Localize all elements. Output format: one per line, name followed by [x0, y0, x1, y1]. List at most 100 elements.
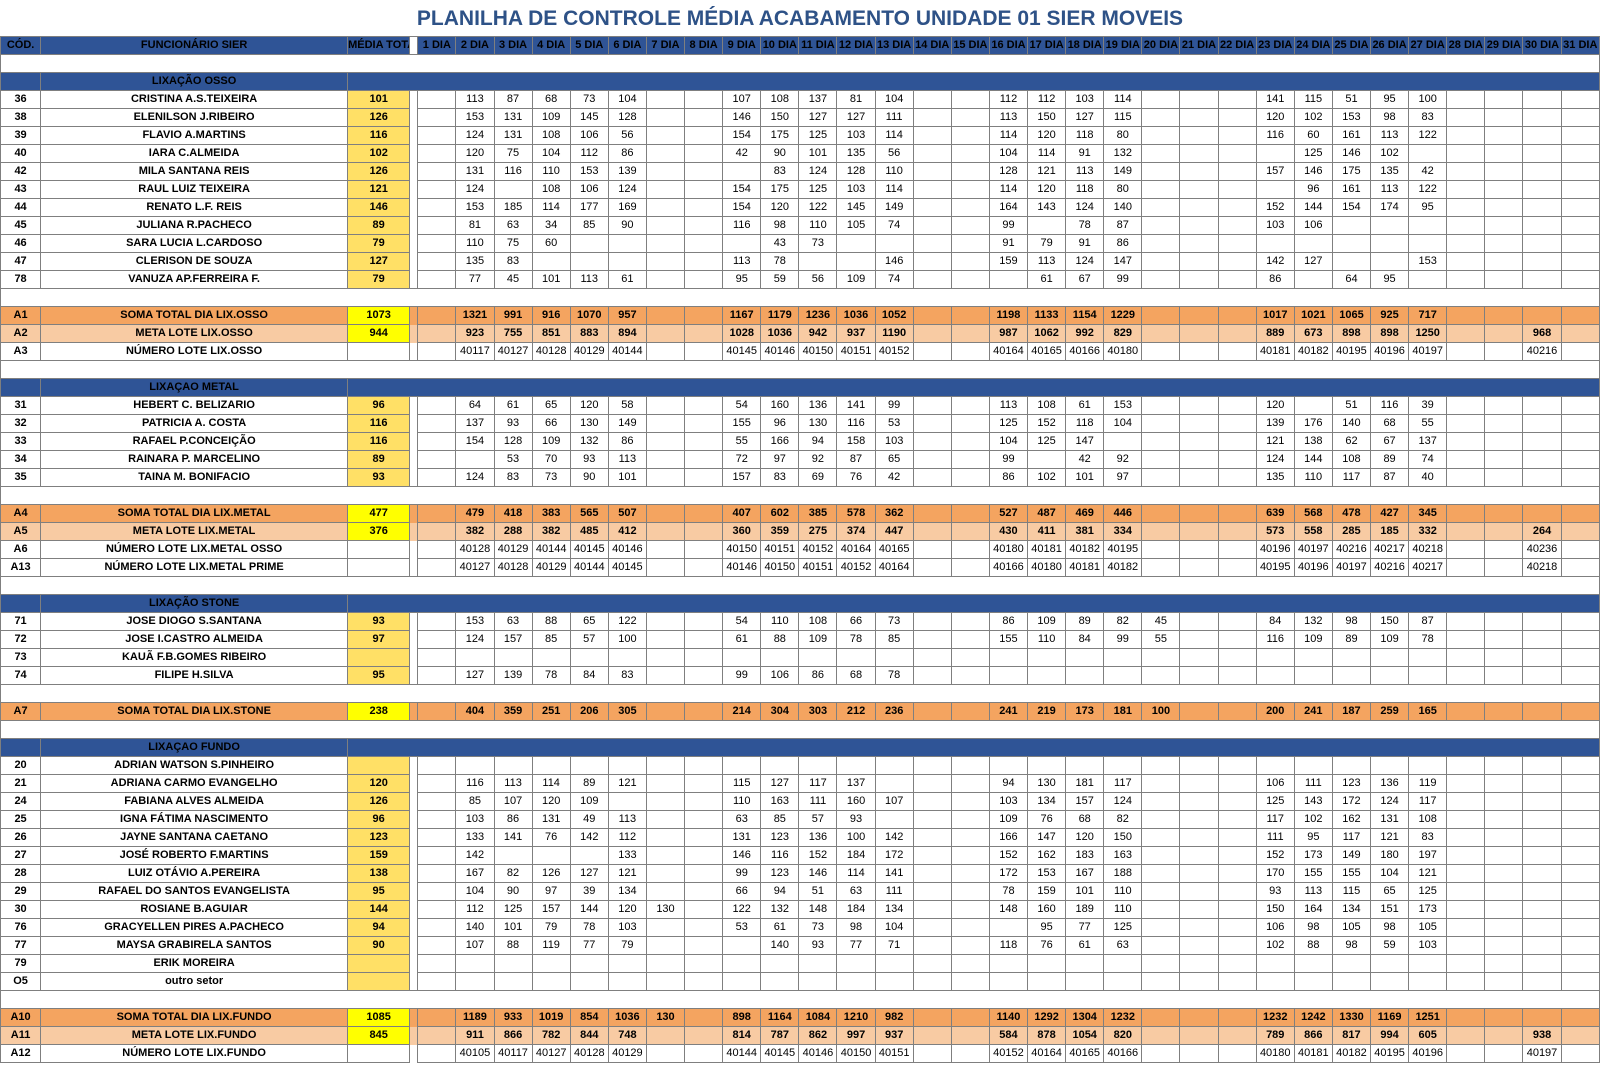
day-24-cell: 102	[1293, 810, 1333, 829]
header-day-20: 20 DIA	[1141, 36, 1181, 55]
day-25-cell: 117	[1331, 468, 1372, 487]
day-14-cell	[912, 342, 952, 361]
day-14-cell	[912, 216, 952, 235]
day-9-cell: 107	[722, 90, 762, 109]
row-code: 24	[0, 792, 42, 811]
day-31-cell	[1560, 648, 1600, 667]
day-9-cell: 54	[722, 396, 762, 415]
day-10-cell	[760, 756, 800, 775]
day-9-cell: 154	[722, 180, 762, 199]
day-29-cell	[1484, 882, 1524, 901]
day-3-cell: 866	[493, 1026, 533, 1045]
day-7-cell	[645, 396, 686, 415]
row-name: JOSÉ ROBERTO F.MARTINS	[40, 846, 349, 865]
day-25-cell: 134	[1331, 900, 1372, 919]
day-22-cell	[1217, 864, 1257, 883]
day-27-cell: 345	[1408, 504, 1448, 523]
row-media-total	[347, 954, 411, 973]
header-day-21: 21 DIA	[1179, 36, 1219, 55]
day-4-cell: 101	[531, 270, 571, 289]
day-25-cell: 898	[1331, 324, 1372, 343]
day-31-cell	[1560, 540, 1600, 559]
day-7-cell	[645, 882, 686, 901]
day-25-cell: 161	[1331, 126, 1372, 145]
day-2-cell: 133	[455, 828, 495, 847]
header-day-4: 4 DIA	[531, 36, 571, 55]
day-2-cell: 142	[455, 846, 495, 865]
day-1-cell	[417, 432, 457, 451]
day-26-cell	[1370, 234, 1410, 253]
day-1-cell	[417, 882, 457, 901]
day-1-cell	[417, 180, 457, 199]
day-12-cell: 212	[836, 702, 876, 721]
header-day-26: 26 DIA	[1370, 36, 1410, 55]
day-1-cell	[417, 504, 457, 523]
day-6-cell: 90	[607, 216, 647, 235]
day-5-cell: 40128	[569, 1044, 609, 1063]
day-10-cell: 163	[760, 792, 800, 811]
day-30-cell	[1522, 90, 1562, 109]
header-day-15: 15 DIA	[950, 36, 990, 55]
day-9-cell: 113	[722, 252, 762, 271]
header-day-17: 17 DIA	[1027, 36, 1067, 55]
day-14-cell	[912, 702, 952, 721]
day-21-cell	[1179, 810, 1219, 829]
day-22-cell	[1217, 648, 1257, 667]
day-17-cell	[1027, 666, 1067, 685]
day-25-cell: 140	[1331, 414, 1372, 433]
day-30-cell	[1522, 144, 1562, 163]
day-13-cell: 40151	[874, 1044, 914, 1063]
day-8-cell	[684, 324, 724, 343]
day-8-cell	[684, 126, 724, 145]
day-17-cell: 143	[1027, 198, 1067, 217]
day-12-cell: 184	[836, 900, 876, 919]
day-27-cell: 108	[1408, 810, 1448, 829]
day-11-cell: 125	[798, 126, 838, 145]
day-20-cell	[1141, 954, 1181, 973]
day-31-cell	[1560, 414, 1600, 433]
day-6-cell: 113	[607, 450, 647, 469]
day-4-cell: 34	[531, 216, 571, 235]
day-28-cell	[1446, 468, 1486, 487]
day-2-cell: 135	[455, 252, 495, 271]
day-14-cell	[912, 396, 952, 415]
day-3-cell: 157	[493, 630, 533, 649]
day-10-cell: 304	[760, 702, 800, 721]
day-30-cell	[1522, 432, 1562, 451]
day-24-cell: 568	[1293, 504, 1333, 523]
day-20-cell	[1141, 756, 1181, 775]
day-3-cell	[493, 846, 533, 865]
row-name: KAUÃ F.B.GOMES RIBEIRO	[40, 648, 349, 667]
day-13-cell: 146	[874, 252, 914, 271]
day-21-cell	[1179, 1026, 1219, 1045]
day-13-cell: 362	[874, 504, 914, 523]
day-25-cell: 117	[1331, 828, 1372, 847]
batch-goal-row: A2 META LOTE LIX.OSSO 944 923 755 851 883 894 10…	[0, 324, 1600, 343]
day-25-cell: 40182	[1331, 1044, 1372, 1063]
daily-total-row: A1 SOMA TOTAL DIA LIX.OSSO 1073 1321 991 916 1…	[0, 306, 1600, 325]
day-25-cell: 40197	[1331, 558, 1372, 577]
day-2-cell	[455, 450, 495, 469]
day-8-cell	[684, 846, 724, 865]
day-28-cell	[1446, 522, 1486, 541]
day-26-cell: 98	[1370, 108, 1410, 127]
divider-cell	[409, 972, 419, 991]
day-23-cell	[1255, 666, 1295, 685]
day-19-cell: 110	[1103, 882, 1143, 901]
day-22-cell	[1217, 540, 1257, 559]
divider-cell	[409, 162, 419, 181]
divider-cell	[409, 648, 419, 667]
day-13-cell: 40152	[874, 342, 914, 361]
header-day-29: 29 DIA	[1484, 36, 1524, 55]
day-28-cell	[1446, 648, 1486, 667]
day-9-cell: 99	[722, 666, 762, 685]
row-name: CRISTINA A.S.TEIXEIRA	[40, 90, 349, 109]
day-18-cell: 118	[1065, 414, 1105, 433]
day-10-cell: 116	[760, 846, 800, 865]
row-code: 31	[0, 396, 42, 415]
day-7-cell	[645, 1044, 686, 1063]
day-27-cell: 103	[1408, 936, 1448, 955]
day-29-cell	[1484, 270, 1524, 289]
day-10-cell: 140	[760, 936, 800, 955]
day-30-cell	[1522, 900, 1562, 919]
